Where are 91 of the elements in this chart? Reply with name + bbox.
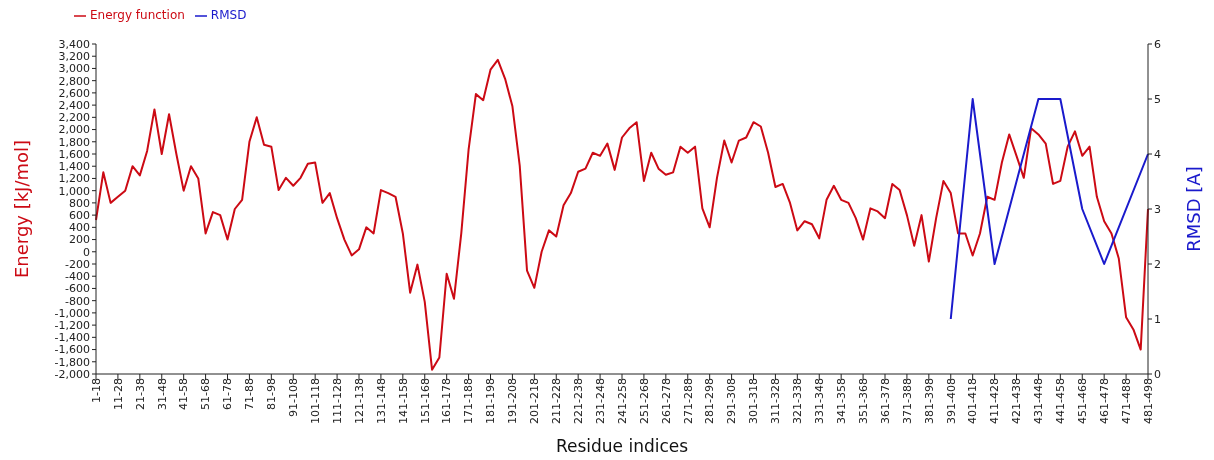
y-tick-label: 600: [69, 209, 90, 223]
y-tick-label: -400: [65, 270, 90, 284]
x-tick-label: 341-358: [834, 378, 848, 424]
x-tick-label: 291-308: [725, 378, 739, 424]
y-tick-label: 2,200: [58, 111, 90, 125]
x-tick-label: 431-448: [1032, 378, 1046, 424]
x-tick-label: 31-48: [155, 378, 169, 410]
x-tick-label: 61-78: [221, 378, 235, 410]
x-tick-label: 331-348: [813, 378, 827, 424]
y-tick-label: -800: [65, 294, 90, 308]
legend-label: Energy function: [90, 8, 185, 22]
legend-label: RMSD: [210, 8, 247, 22]
y-tick-label: 1,800: [58, 135, 90, 149]
x-tick-label: 131-148: [374, 378, 388, 424]
y-tick-label: 1,200: [58, 172, 90, 186]
x-tick-label: 211-228: [550, 378, 564, 424]
x-tick-label: 371-388: [900, 378, 914, 424]
y-tick-label: 2,400: [58, 99, 90, 113]
x-tick-label: 231-248: [593, 378, 607, 424]
x-tick-label: 161-178: [440, 378, 454, 424]
x-tick-label: 141-158: [396, 378, 410, 424]
x-tick-label: 71-88: [243, 378, 257, 410]
y2-axis-title: RMSD [A]: [1183, 166, 1205, 252]
y-tick-label: 3,000: [58, 62, 90, 76]
x-tick-label: 151-168: [418, 378, 432, 424]
x-tick-label: 41-58: [177, 378, 191, 410]
x-tick-label: 281-298: [703, 378, 717, 424]
y2-tick-label: 3: [1154, 202, 1161, 216]
x-tick-label: 451-468: [1076, 378, 1090, 424]
y-tick-label: -1,200: [54, 319, 90, 333]
y-tick-label: 2,000: [58, 123, 90, 137]
y-tick-label: -1,000: [54, 306, 90, 320]
x-tick-label: 201-218: [528, 378, 542, 424]
y-tick-label: 3,400: [58, 37, 90, 51]
x-tick-label: 1-18: [89, 378, 103, 403]
x-tick-label: 81-98: [265, 378, 279, 410]
x-tick-label: 271-288: [681, 378, 695, 424]
x-tick-label: 21-38: [133, 378, 147, 410]
x-tick-label: 441-458: [1054, 378, 1068, 424]
x-tick-label: 471-488: [1119, 378, 1133, 424]
x-tick-label: 111-128: [330, 378, 344, 424]
x-tick-label: 361-378: [878, 378, 892, 424]
x-tick-label: 91-108: [287, 378, 301, 417]
x-tick-label: 411-428: [988, 378, 1002, 424]
y-tick-label: 0: [83, 245, 90, 259]
x-tick-label: 191-208: [506, 378, 520, 424]
x-axis-title: Residue indices: [555, 436, 689, 456]
x-tick-label: 241-258: [615, 378, 629, 424]
y2-tick-label: 2: [1154, 257, 1161, 271]
x-tick-label: 401-418: [966, 378, 980, 424]
x-tick-label: 261-278: [659, 378, 673, 424]
x-tick-label: 181-198: [484, 378, 498, 424]
line-series: [949, 98, 1149, 320]
x-tick-label: 101-118: [308, 378, 322, 424]
x-tick-label: 221-238: [571, 378, 585, 424]
x-tick-label: 311-328: [769, 378, 783, 424]
y-tick-label: 2,600: [58, 86, 90, 100]
y-axis-title: Energy [kJ/mol]: [11, 139, 33, 279]
x-tick-label: 171-188: [462, 378, 476, 424]
y2-tick-label: 5: [1154, 92, 1161, 106]
x-tick-label: 301-318: [747, 378, 761, 424]
x-tick-label: 11-28: [111, 378, 125, 410]
y2-tick-label: 1: [1154, 312, 1161, 326]
x-tick-label: 121-138: [352, 378, 366, 424]
x-tick-label: 51-68: [199, 378, 213, 410]
y2-tick-label: 0: [1154, 367, 1161, 381]
y-tick-label: -1,800: [54, 355, 90, 369]
x-tick-label: 421-438: [1010, 378, 1024, 424]
x-tick-label: 321-338: [791, 378, 805, 424]
y-tick-label: 800: [69, 196, 90, 210]
y-tick-label: 1,000: [58, 184, 90, 198]
y2-tick-label: 6: [1154, 37, 1161, 51]
y-tick-label: 1,600: [58, 147, 90, 161]
y-tick-label: 400: [69, 221, 90, 235]
y-tick-label: 200: [69, 233, 90, 247]
x-tick-label: 391-408: [944, 378, 958, 424]
x-tick-label: 351-368: [856, 378, 870, 424]
y-tick-label: -1,600: [54, 343, 90, 357]
y-tick-label: -600: [65, 282, 90, 296]
y-tick-label: -1,400: [54, 331, 90, 345]
y-tick-label: 3,200: [58, 50, 90, 64]
line-series: [95, 58, 1149, 371]
y2-tick-label: 4: [1154, 147, 1161, 161]
y-tick-label: 2,800: [58, 74, 90, 88]
x-tick-label: 381-398: [922, 378, 936, 424]
y-tick-label: -200: [65, 257, 90, 271]
x-tick-label: 481-498: [1141, 378, 1155, 424]
y-tick-label: -2,000: [54, 367, 90, 381]
y-tick-label: 1,400: [58, 160, 90, 174]
x-tick-label: 251-268: [637, 378, 651, 424]
x-tick-label: 461-478: [1097, 378, 1111, 424]
